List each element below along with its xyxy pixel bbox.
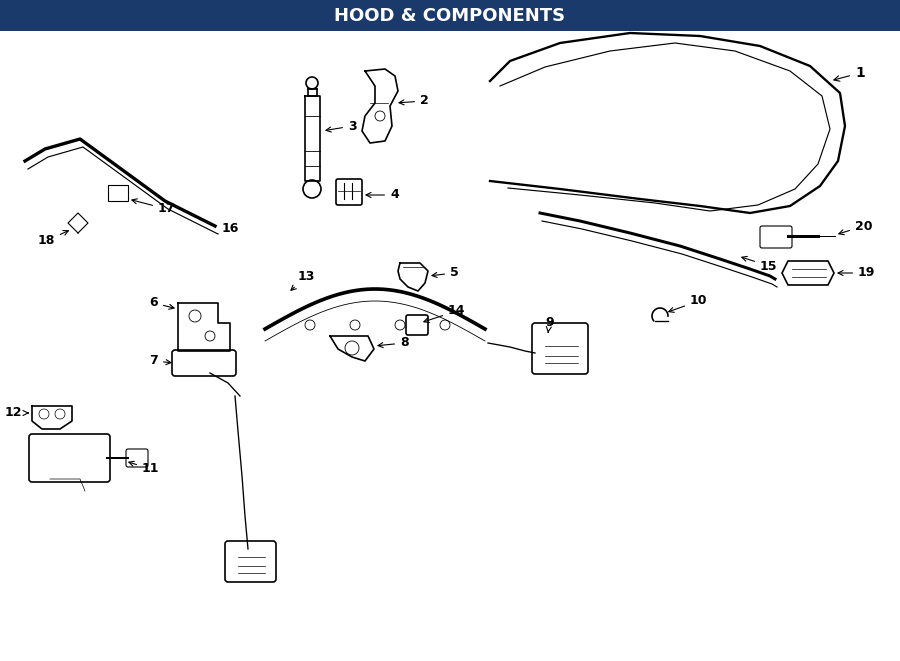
Text: 16: 16	[222, 223, 239, 235]
Text: 18: 18	[38, 231, 68, 247]
Bar	[0, 0, 900, 31]
Text: 14: 14	[424, 305, 465, 323]
Text: 10: 10	[669, 295, 707, 313]
Text: 9: 9	[545, 317, 554, 332]
Text: 4: 4	[366, 188, 399, 202]
Text: 7: 7	[149, 354, 171, 368]
Text: 6: 6	[149, 297, 174, 309]
Bar	[108, 185, 128, 201]
Text: 12: 12	[4, 407, 28, 420]
Text: 19: 19	[838, 266, 876, 280]
Text: HOOD & COMPONENTS: HOOD & COMPONENTS	[335, 7, 565, 25]
Text: 5: 5	[432, 266, 459, 280]
Text: 17: 17	[132, 199, 176, 215]
Text: 8: 8	[378, 336, 409, 350]
Text: 1: 1	[834, 66, 865, 81]
Text: 20: 20	[839, 219, 872, 235]
Text: 2: 2	[399, 95, 428, 108]
Text: 3: 3	[326, 120, 356, 132]
Text: 13: 13	[291, 270, 315, 290]
Text: 11: 11	[129, 461, 159, 475]
Text: 15: 15	[742, 256, 778, 272]
